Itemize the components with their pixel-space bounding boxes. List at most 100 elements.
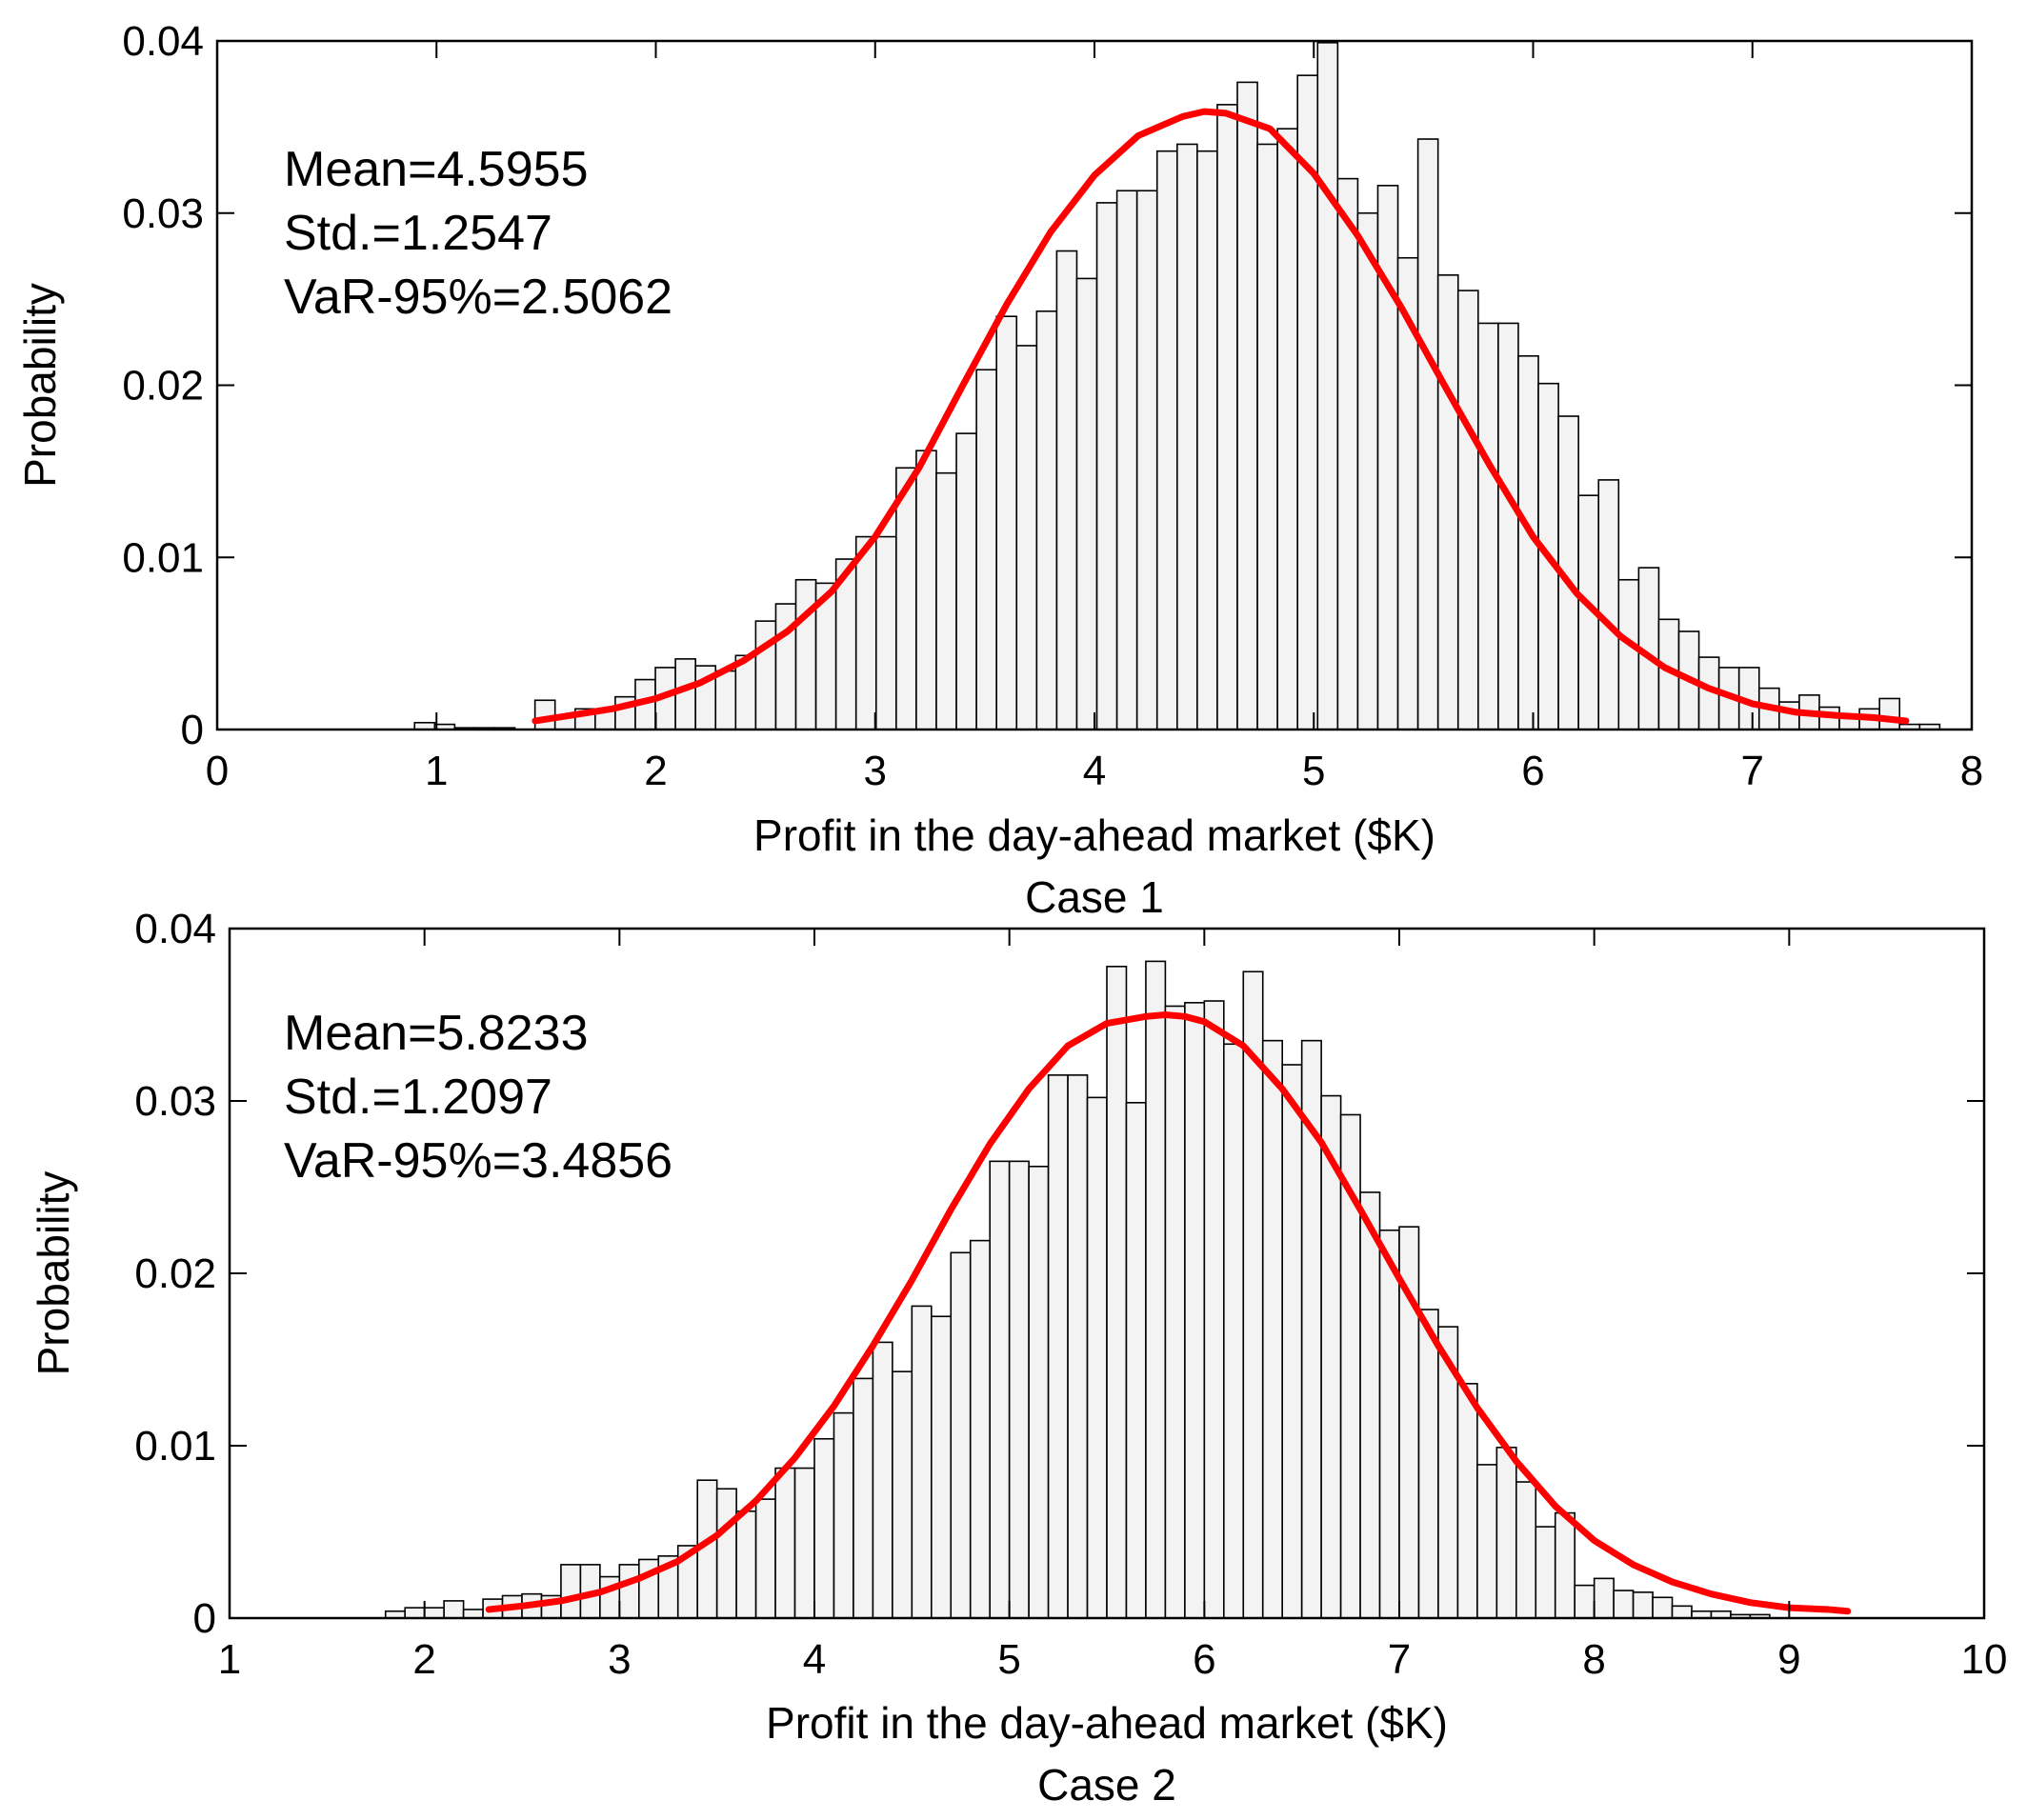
histogram-bar [911, 1305, 933, 1619]
x-tick-label: 6 [1193, 1636, 1215, 1683]
histogram-bar [1436, 274, 1459, 730]
x-tick-labels: 1 2 3 4 5 6 7 8 9 10 [218, 1636, 2008, 1683]
histogram-bar [735, 1510, 757, 1619]
histogram-bar [1515, 1481, 1537, 1619]
histogram-bar [1356, 211, 1379, 730]
histogram-bar [443, 1600, 465, 1619]
std-label: Std.=1.2547 [284, 206, 552, 261]
histogram-bar [1878, 697, 1901, 730]
panel-case-2: 1 2 3 4 5 6 7 8 9 10 0 0.01 0.02 0.03 0.… [29, 906, 2007, 1810]
histogram-bar [1574, 1584, 1596, 1619]
case-caption: Case 2 [1037, 1760, 1176, 1810]
histogram-bar [854, 535, 877, 730]
histogram-bar [874, 535, 897, 730]
y-tick-label: 0.01 [122, 534, 204, 581]
histogram-bar [462, 1609, 484, 1619]
x-tick-label: 1 [218, 1636, 241, 1683]
x-tick-label: 3 [608, 1636, 631, 1683]
fitted-curve [485, 1011, 1852, 1615]
histogram-bar [995, 315, 1018, 730]
histogram-bar [1497, 322, 1519, 730]
histogram-bar [1216, 104, 1238, 730]
x-tick-label: 5 [997, 1636, 1020, 1683]
x-tick-label: 3 [864, 748, 887, 794]
histogram-bar [793, 1467, 815, 1619]
histogram-bar [1671, 1605, 1693, 1619]
histogram-bar [853, 1377, 874, 1619]
histogram-bar [1652, 1596, 1674, 1619]
x-tick-label: 6 [1521, 748, 1544, 794]
histogram-bar [1145, 960, 1167, 1619]
histogram-bar [1535, 1526, 1556, 1619]
histogram-bar [1495, 1447, 1517, 1619]
histogram-bar [1281, 1064, 1303, 1619]
histogram-bar [955, 432, 977, 730]
histogram-bar [935, 471, 957, 730]
histogram-bar [1086, 1096, 1108, 1619]
histogram-bar [1236, 81, 1258, 730]
y-tick-labels: 0 0.01 0.02 0.03 0.04 [134, 906, 216, 1642]
histogram-bar [930, 1315, 953, 1619]
histogram-bar [1359, 1191, 1381, 1619]
histogram-bar [1256, 143, 1278, 730]
histogram-bar [1196, 150, 1218, 730]
histogram-bar [989, 1160, 1011, 1619]
histogram-bar [754, 1498, 776, 1619]
case-caption: Case 1 [1025, 872, 1164, 922]
histogram-bar [1008, 1160, 1030, 1619]
x-tick-label: 0 [206, 748, 229, 794]
histogram-bar [813, 1437, 835, 1619]
histogram-bar [1261, 1039, 1283, 1619]
histogram-bar [714, 670, 737, 730]
histogram-bar [1035, 310, 1058, 730]
histogram-bar [1316, 42, 1339, 730]
x-axis-label: Profit in the day-ahead market ($K) [766, 1698, 1448, 1748]
stats-annotation: Mean=4.5955 Std.=1.2547 VaR-95%=2.5062 [284, 142, 672, 325]
histogram-bar [969, 1239, 991, 1619]
histogram-bar [1378, 1229, 1400, 1619]
x-tick-label: 2 [644, 748, 667, 794]
histogram-bars [413, 42, 1941, 730]
x-tick-label: 1 [425, 748, 448, 794]
histogram-bar [674, 658, 696, 730]
histogram-bar [560, 1564, 582, 1619]
histogram-bar [1155, 150, 1178, 730]
fitted-curve [532, 108, 1910, 725]
histogram-bars [384, 960, 1771, 1619]
y-tick-label: 0.02 [122, 363, 204, 410]
var-label: VaR-95%=2.5062 [284, 270, 672, 325]
axis-ticks [229, 928, 1985, 1619]
histogram-bar [950, 1251, 972, 1619]
histogram-bar [1075, 277, 1098, 730]
histogram-bar [1135, 190, 1158, 730]
histogram-bar [1476, 1464, 1498, 1619]
y-tick-label: 0.04 [134, 906, 216, 952]
histogram-bar [1176, 143, 1198, 730]
histogram-bar [1597, 479, 1620, 730]
y-tick-label: 0.03 [122, 190, 204, 237]
histogram-bar [1184, 1002, 1206, 1619]
histogram-bar [1376, 185, 1399, 730]
y-tick-label: 0.01 [134, 1423, 216, 1470]
x-tick-label: 9 [1777, 1636, 1800, 1683]
histogram-bar [794, 578, 817, 730]
x-tick-label: 8 [1960, 748, 1983, 794]
var-label: VaR-95%=3.4856 [284, 1133, 672, 1189]
histogram-bar [404, 1607, 426, 1619]
std-label: Std.=1.2097 [284, 1070, 552, 1125]
histogram-bar [1164, 1005, 1186, 1619]
x-tick-label: 4 [803, 1636, 826, 1683]
histogram-bar [1028, 1165, 1050, 1619]
x-tick-label: 4 [1083, 748, 1106, 794]
histogram-bar [774, 1467, 796, 1619]
histogram-bar [715, 1488, 737, 1619]
histogram-bar [833, 1411, 854, 1619]
axis-ticks [216, 40, 1973, 730]
histogram-bar [1015, 345, 1038, 730]
x-tick-label: 2 [412, 1636, 435, 1683]
x-axis-label: Profit in the day-ahead market ($K) [753, 810, 1435, 860]
y-axis-label: Probability [29, 1171, 78, 1376]
x-tick-label: 5 [1302, 748, 1325, 794]
histogram-bar [1055, 250, 1078, 730]
histogram-bar [1613, 1590, 1635, 1619]
